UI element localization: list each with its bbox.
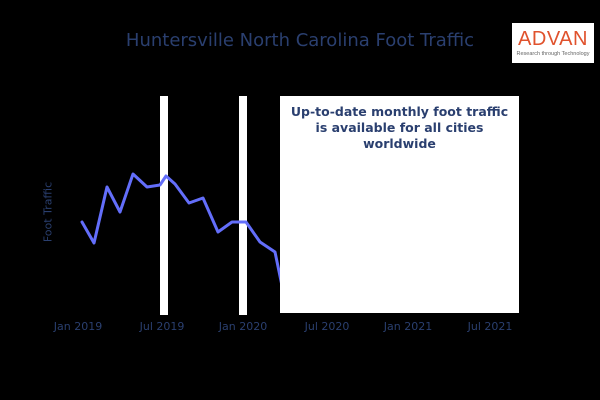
x-tick-label: Jul 2019 <box>139 320 185 333</box>
marker-bar-jul-2019 <box>160 96 168 315</box>
promo-line-2: is available for all cities worldwide <box>315 120 484 151</box>
promo-message: Up-to-date monthly foot traffic is avail… <box>280 104 519 152</box>
foot-traffic-line <box>80 172 289 312</box>
advan-logo: ADVAN Research through Technology <box>512 23 594 63</box>
promo-overlay: Up-to-date monthly foot traffic is avail… <box>280 96 519 313</box>
y-axis-label: Foot Traffic <box>41 181 55 243</box>
x-tick-label: Jan 2019 <box>53 320 103 333</box>
x-tick-label: Jul 2021 <box>467 320 513 333</box>
x-tick-label: Jan 2021 <box>383 320 433 333</box>
promo-line-1: Up-to-date monthly foot traffic <box>290 104 509 119</box>
logo-tagline: Research through Technology <box>516 51 590 57</box>
logo-brand: ADVAN <box>518 28 588 50</box>
chart-title: Huntersville North Carolina Foot Traffic <box>125 30 475 51</box>
x-tick-label: Jan 2020 <box>218 320 268 333</box>
marker-bar-jan-2020 <box>239 96 247 315</box>
x-tick-label: Jul 2020 <box>304 320 350 333</box>
